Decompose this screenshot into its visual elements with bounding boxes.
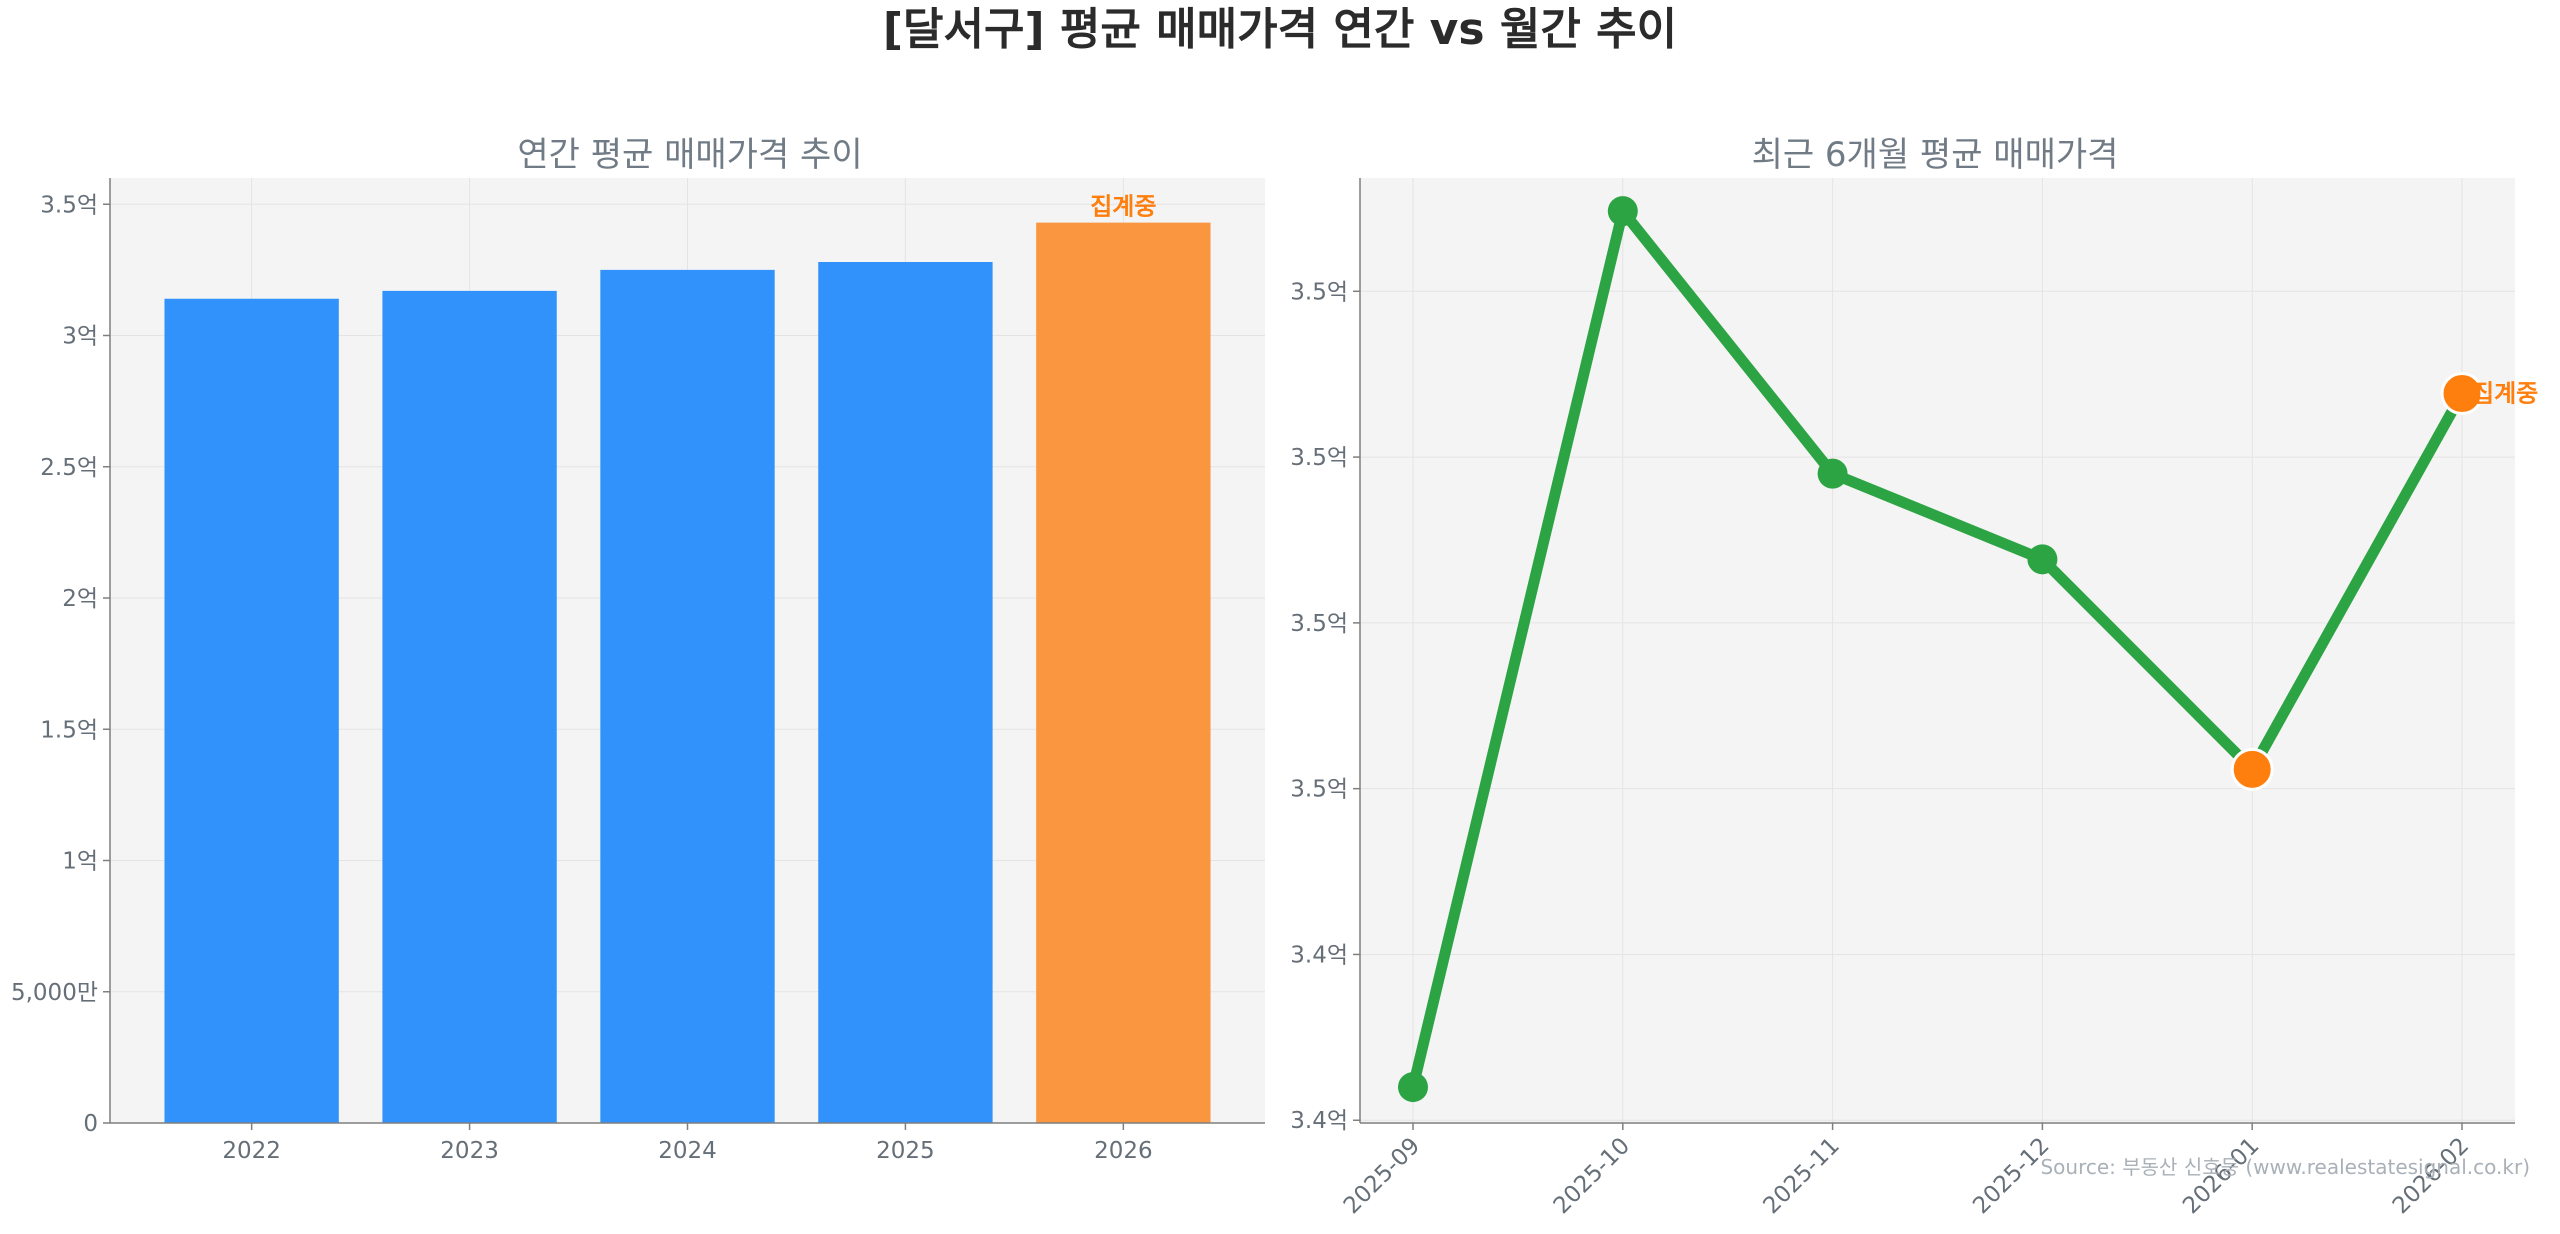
figure-title: [달서구] 평균 매매가격 연간 vs 월간 추이: [882, 4, 1678, 55]
line-point-2025-10: [1607, 196, 1638, 227]
bar-chart-panel: 연간 평균 매매가격 추이 0 5,000만 1억 1.5억 2억 2.5억 3억 3.5억 2…: [11, 135, 1265, 1164]
bar-ytick-label: 2억: [62, 586, 98, 612]
line-xtick-label: 2025-09: [1339, 1133, 1425, 1219]
line-point-2026-01: [2230, 747, 2274, 791]
line-series: [1407, 205, 2468, 1093]
bar-2023: [382, 290, 557, 1123]
line-ytick-label: 3.5억: [1290, 279, 1348, 305]
bar-xtick-label: 2025: [876, 1138, 935, 1164]
line-ytick-label: 3.4억: [1290, 1108, 1348, 1134]
bar-2022: [164, 298, 339, 1123]
line-ytick-label: 3.4억: [1290, 942, 1348, 968]
bar-ytick-label: 1억: [62, 849, 98, 875]
bar-ytick-label: 3억: [62, 324, 98, 350]
line-ytick-label: 3.5억: [1290, 777, 1348, 803]
bar-ytick-label: 1.5억: [40, 717, 98, 743]
bar-2025: [818, 262, 993, 1123]
line-point-2025-12: [2027, 544, 2058, 575]
line-xtick-label: 2025-11: [1758, 1133, 1844, 1219]
bar-annotation: 집계중: [1090, 193, 1156, 221]
bar-2024: [600, 269, 775, 1123]
bar-chart-title: 연간 평균 매매가격 추이: [517, 135, 862, 175]
bar-xtick-label: 2023: [440, 1138, 499, 1164]
bar-ytick-label: 3.5억: [40, 192, 98, 218]
line-chart-title: 최근 6개월 평균 매매가격: [1752, 135, 2119, 175]
line-plot-area: [1360, 178, 2515, 1123]
line-ytick-label: 3.5억: [1290, 611, 1348, 637]
bar-xtick-label: 2024: [658, 1138, 717, 1164]
line-point-2025-11: [1817, 458, 1848, 489]
bar-2026: [1036, 222, 1211, 1123]
bar-ytick-label: 5,000만: [11, 980, 98, 1006]
bar-xtick-label: 2022: [222, 1138, 281, 1164]
source-credit: Source: 부동산 신호등 (www.realestatesignal.co…: [2040, 1155, 2530, 1179]
line-xtick-label: 2025-10: [1549, 1133, 1635, 1219]
bar-ytick-label: 2.5억: [40, 455, 98, 481]
bar-ytick-label: 0: [83, 1111, 98, 1137]
bar-xtick-label: 2026: [1094, 1138, 1153, 1164]
line-point-2025-09: [1398, 1072, 1428, 1103]
line-annotation: 집계중: [2472, 380, 2538, 408]
line-point-2026-02: [2440, 372, 2484, 416]
line-chart-panel: 최근 6개월 평균 매매가격 3.4억 3.4억 3.5억 3.5억 3.5억 3.5억 2…: [1290, 135, 2538, 1219]
line-ytick-label: 3.5억: [1290, 445, 1348, 471]
